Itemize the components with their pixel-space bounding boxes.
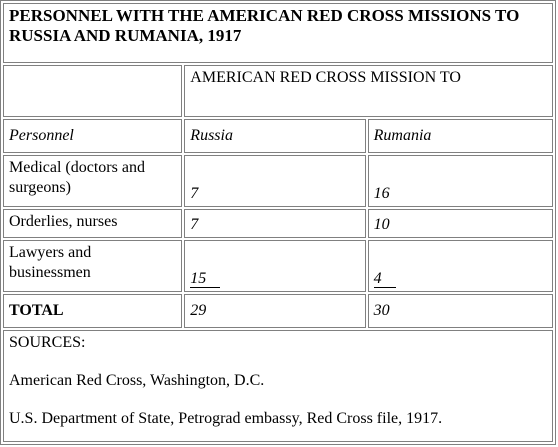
group-header: AMERICAN RED CROSS MISSION TO bbox=[184, 65, 553, 117]
source-item: U.S. Department of State, Petrograd emba… bbox=[9, 409, 443, 427]
value: 4 bbox=[373, 269, 396, 288]
value-cell: 7 bbox=[184, 209, 366, 238]
total-cell: 30 bbox=[367, 293, 553, 328]
sources: SOURCES: American Red Cross, Washington,… bbox=[3, 329, 553, 442]
sources-heading: SOURCES: bbox=[9, 333, 86, 351]
table-title: PERSONNEL WITH THE AMERICAN RED CROSS MI… bbox=[3, 3, 553, 63]
column-header: Personnel bbox=[3, 119, 183, 153]
value-cell: 7 bbox=[184, 155, 366, 207]
column-header: Russia bbox=[184, 119, 366, 153]
total-label: TOTAL bbox=[3, 293, 183, 328]
total-cell: 29 bbox=[184, 293, 366, 328]
value-cell: 15 bbox=[184, 239, 366, 292]
value-cell: 16 bbox=[367, 155, 553, 207]
value: 15 bbox=[190, 269, 221, 288]
value-cell: 4 bbox=[367, 239, 553, 292]
value-cell: 10 bbox=[367, 209, 553, 238]
row-label: Medical (doctors and surgeons) bbox=[3, 155, 183, 207]
column-header: Rumania bbox=[367, 119, 553, 153]
source-item: American Red Cross, Washington, D.C. bbox=[9, 371, 265, 389]
empty-cell bbox=[3, 65, 183, 117]
row-label: Lawyers and businessmen bbox=[3, 239, 183, 292]
row-label: Orderlies, nurses bbox=[3, 209, 183, 238]
